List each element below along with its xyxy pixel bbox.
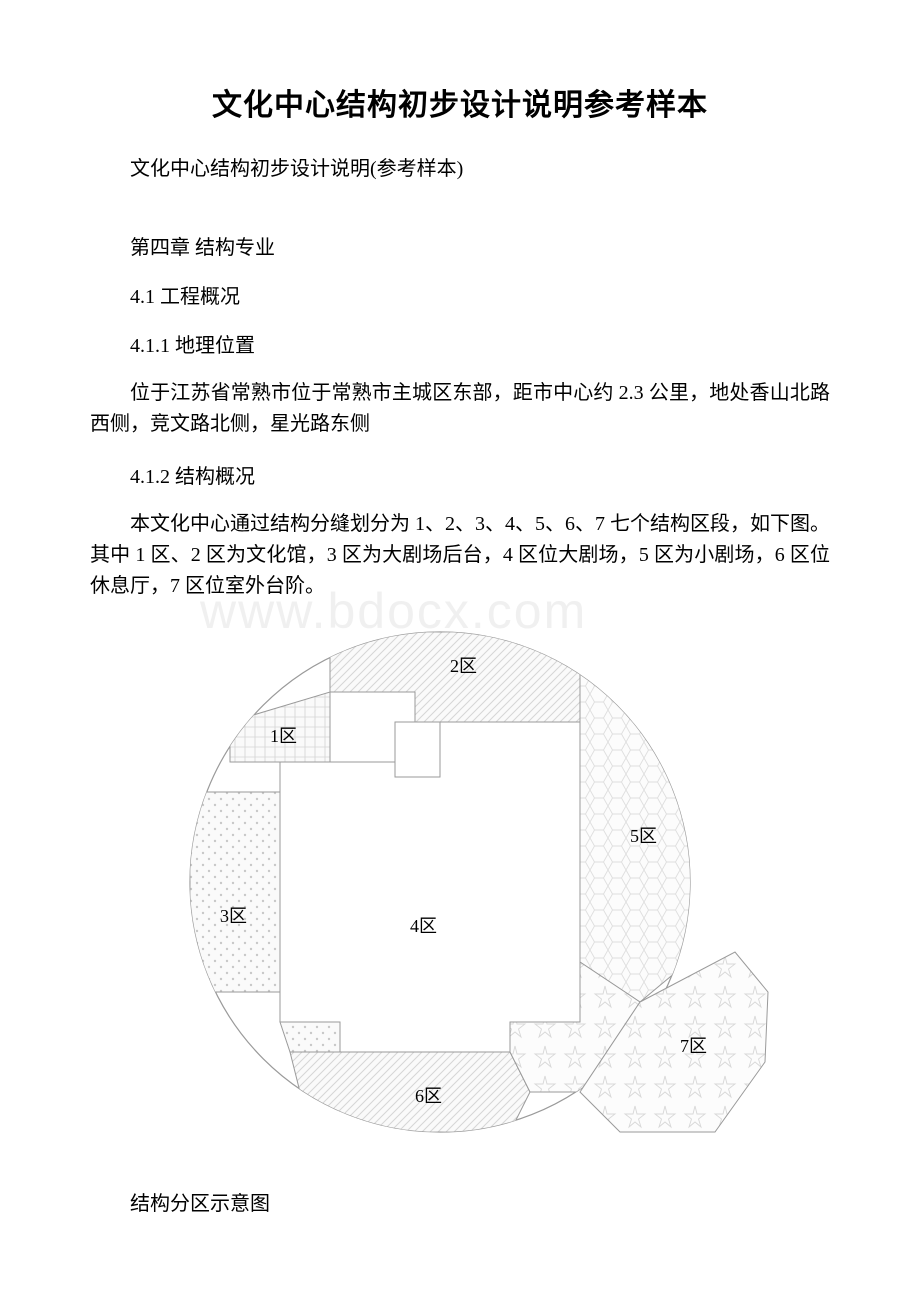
zone-4-label: 4区 xyxy=(410,916,437,936)
subtitle: 文化中心结构初步设计说明(参考样本) xyxy=(90,152,830,181)
zone-lower-left xyxy=(280,1022,340,1052)
page-title: 文化中心结构初步设计说明参考样本 xyxy=(90,80,830,124)
zone-5-label: 5区 xyxy=(630,826,657,846)
zone-svg: 1区 2区 3区 4区 5区 6区 7区 xyxy=(140,622,780,1162)
zone-3-shape xyxy=(190,792,280,992)
zone-diagram: www.bdocx.com xyxy=(140,622,780,1162)
section-4-1: 4.1 工程概况 xyxy=(90,280,830,309)
paragraph-location: 位于江苏省常熟市位于常熟市主城区东部，距市中心约 2.3 公里，地处香山北路西侧… xyxy=(90,378,830,440)
zone-4-notch xyxy=(395,722,440,777)
zone-1-label: 1区 xyxy=(270,726,297,746)
section-4-1-2: 4.1.2 结构概况 xyxy=(90,460,830,489)
zone-3-label: 3区 xyxy=(220,906,247,926)
zone-6-label: 6区 xyxy=(415,1086,442,1106)
zone-7-label: 7区 xyxy=(680,1036,707,1056)
section-4-1-1: 4.1.1 地理位置 xyxy=(90,329,830,358)
diagram-caption: 结构分区示意图 xyxy=(90,1187,830,1216)
paragraph-structure: 本文化中心通过结构分缝划分为 1、2、3、4、5、6、7 七个结构区段，如下图。… xyxy=(90,509,830,602)
chapter-heading: 第四章 结构专业 xyxy=(90,231,830,260)
zone-6-shape xyxy=(290,1052,530,1132)
zone-2-label: 2区 xyxy=(450,656,477,676)
